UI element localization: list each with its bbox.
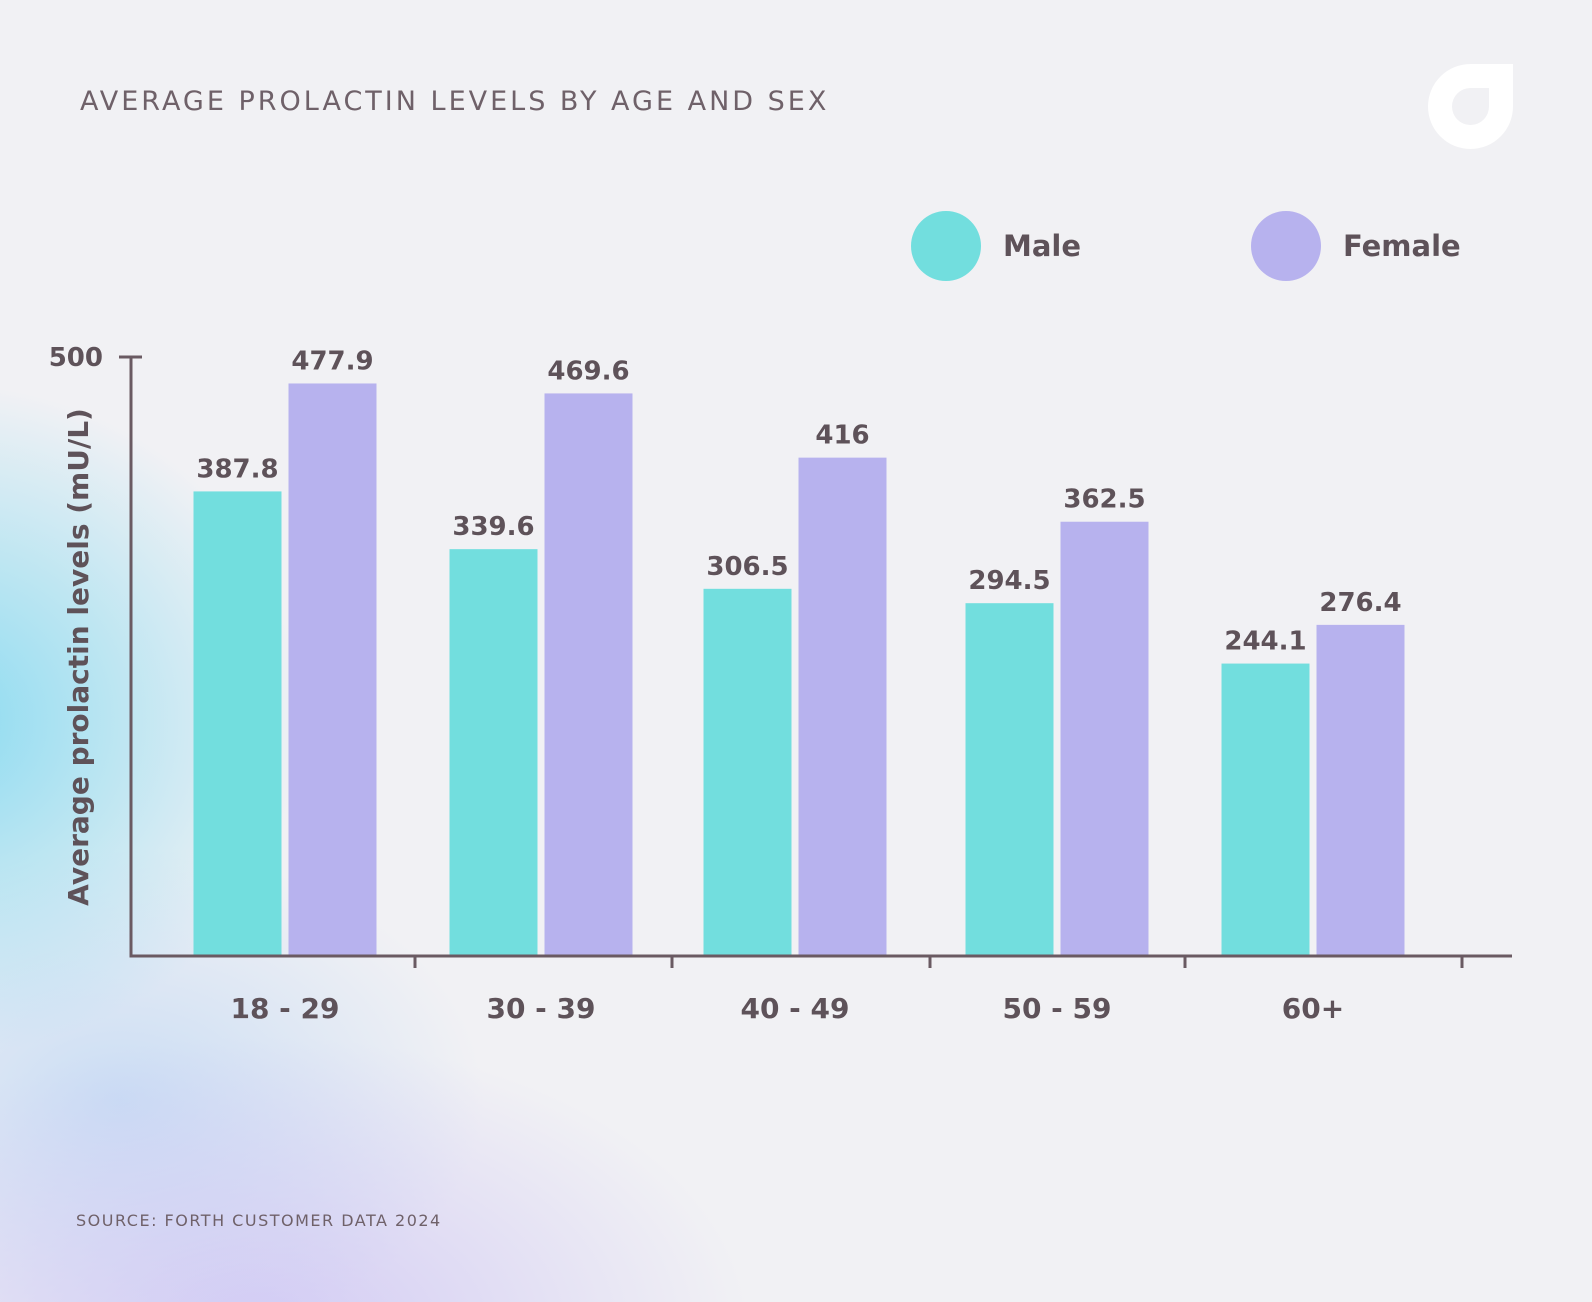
bar-male-1 (449, 549, 538, 956)
bar-labels-group: 387.8 477.9 339.6 469.6 306.5 416 294.5 362.5 24… (196, 346, 1401, 656)
data-label-female-3: 362.5 (1063, 485, 1145, 515)
x-tick-label-0: 18 - 29 (230, 992, 339, 1025)
bar-female-1 (544, 393, 633, 956)
data-label-male-1: 339.6 (452, 512, 534, 542)
data-label-male-0: 387.8 (196, 454, 278, 484)
legend-item-female: Female (1251, 211, 1461, 281)
data-label-male-2: 306.5 (706, 552, 788, 582)
legend-label-female: Female (1343, 229, 1461, 263)
bar-female-2 (798, 457, 887, 956)
y-axis-label: Average prolactin levels (mU/L) (62, 408, 95, 906)
data-label-female-0: 477.9 (291, 346, 373, 376)
data-label-female-4: 276.4 (1319, 588, 1401, 618)
bar-female-3 (1060, 521, 1149, 956)
bar-female-4 (1316, 624, 1405, 956)
data-label-male-3: 294.5 (968, 566, 1050, 596)
data-label-female-1: 469.6 (547, 356, 629, 386)
bar-male-2 (703, 588, 792, 956)
bars-group (193, 383, 1405, 956)
data-label-female-2: 416 (815, 421, 869, 451)
legend-swatch-male (911, 211, 981, 281)
x-tick-label-1: 30 - 39 (486, 992, 595, 1025)
legend-swatch-female (1251, 211, 1321, 281)
y-tick-label-0: 500 (49, 343, 103, 373)
tick-labels-group: 18 - 29 30 - 39 40 - 49 50 - 59 60+ 500 (49, 343, 1345, 1025)
bar-male-3 (965, 603, 1054, 956)
bar-male-0 (193, 491, 282, 956)
bar-male-4 (1221, 663, 1310, 956)
x-tick-label-2: 40 - 49 (740, 992, 849, 1025)
legend-item-male: Male (911, 211, 1081, 281)
brand-logo-icon (1428, 64, 1513, 149)
x-tick-label-3: 50 - 59 (1002, 992, 1111, 1025)
legend-label-male: Male (1003, 229, 1082, 263)
x-tick-label-4: 60+ (1282, 992, 1344, 1025)
source-note: SOURCE: FORTH CUSTOMER DATA 2024 (76, 1211, 442, 1230)
axes-group (119, 355, 1512, 968)
chart-title: AVERAGE PROLACTIN LEVELS BY AGE AND SEX (80, 86, 830, 117)
bar-female-0 (288, 383, 377, 956)
data-label-male-4: 244.1 (1224, 627, 1306, 657)
